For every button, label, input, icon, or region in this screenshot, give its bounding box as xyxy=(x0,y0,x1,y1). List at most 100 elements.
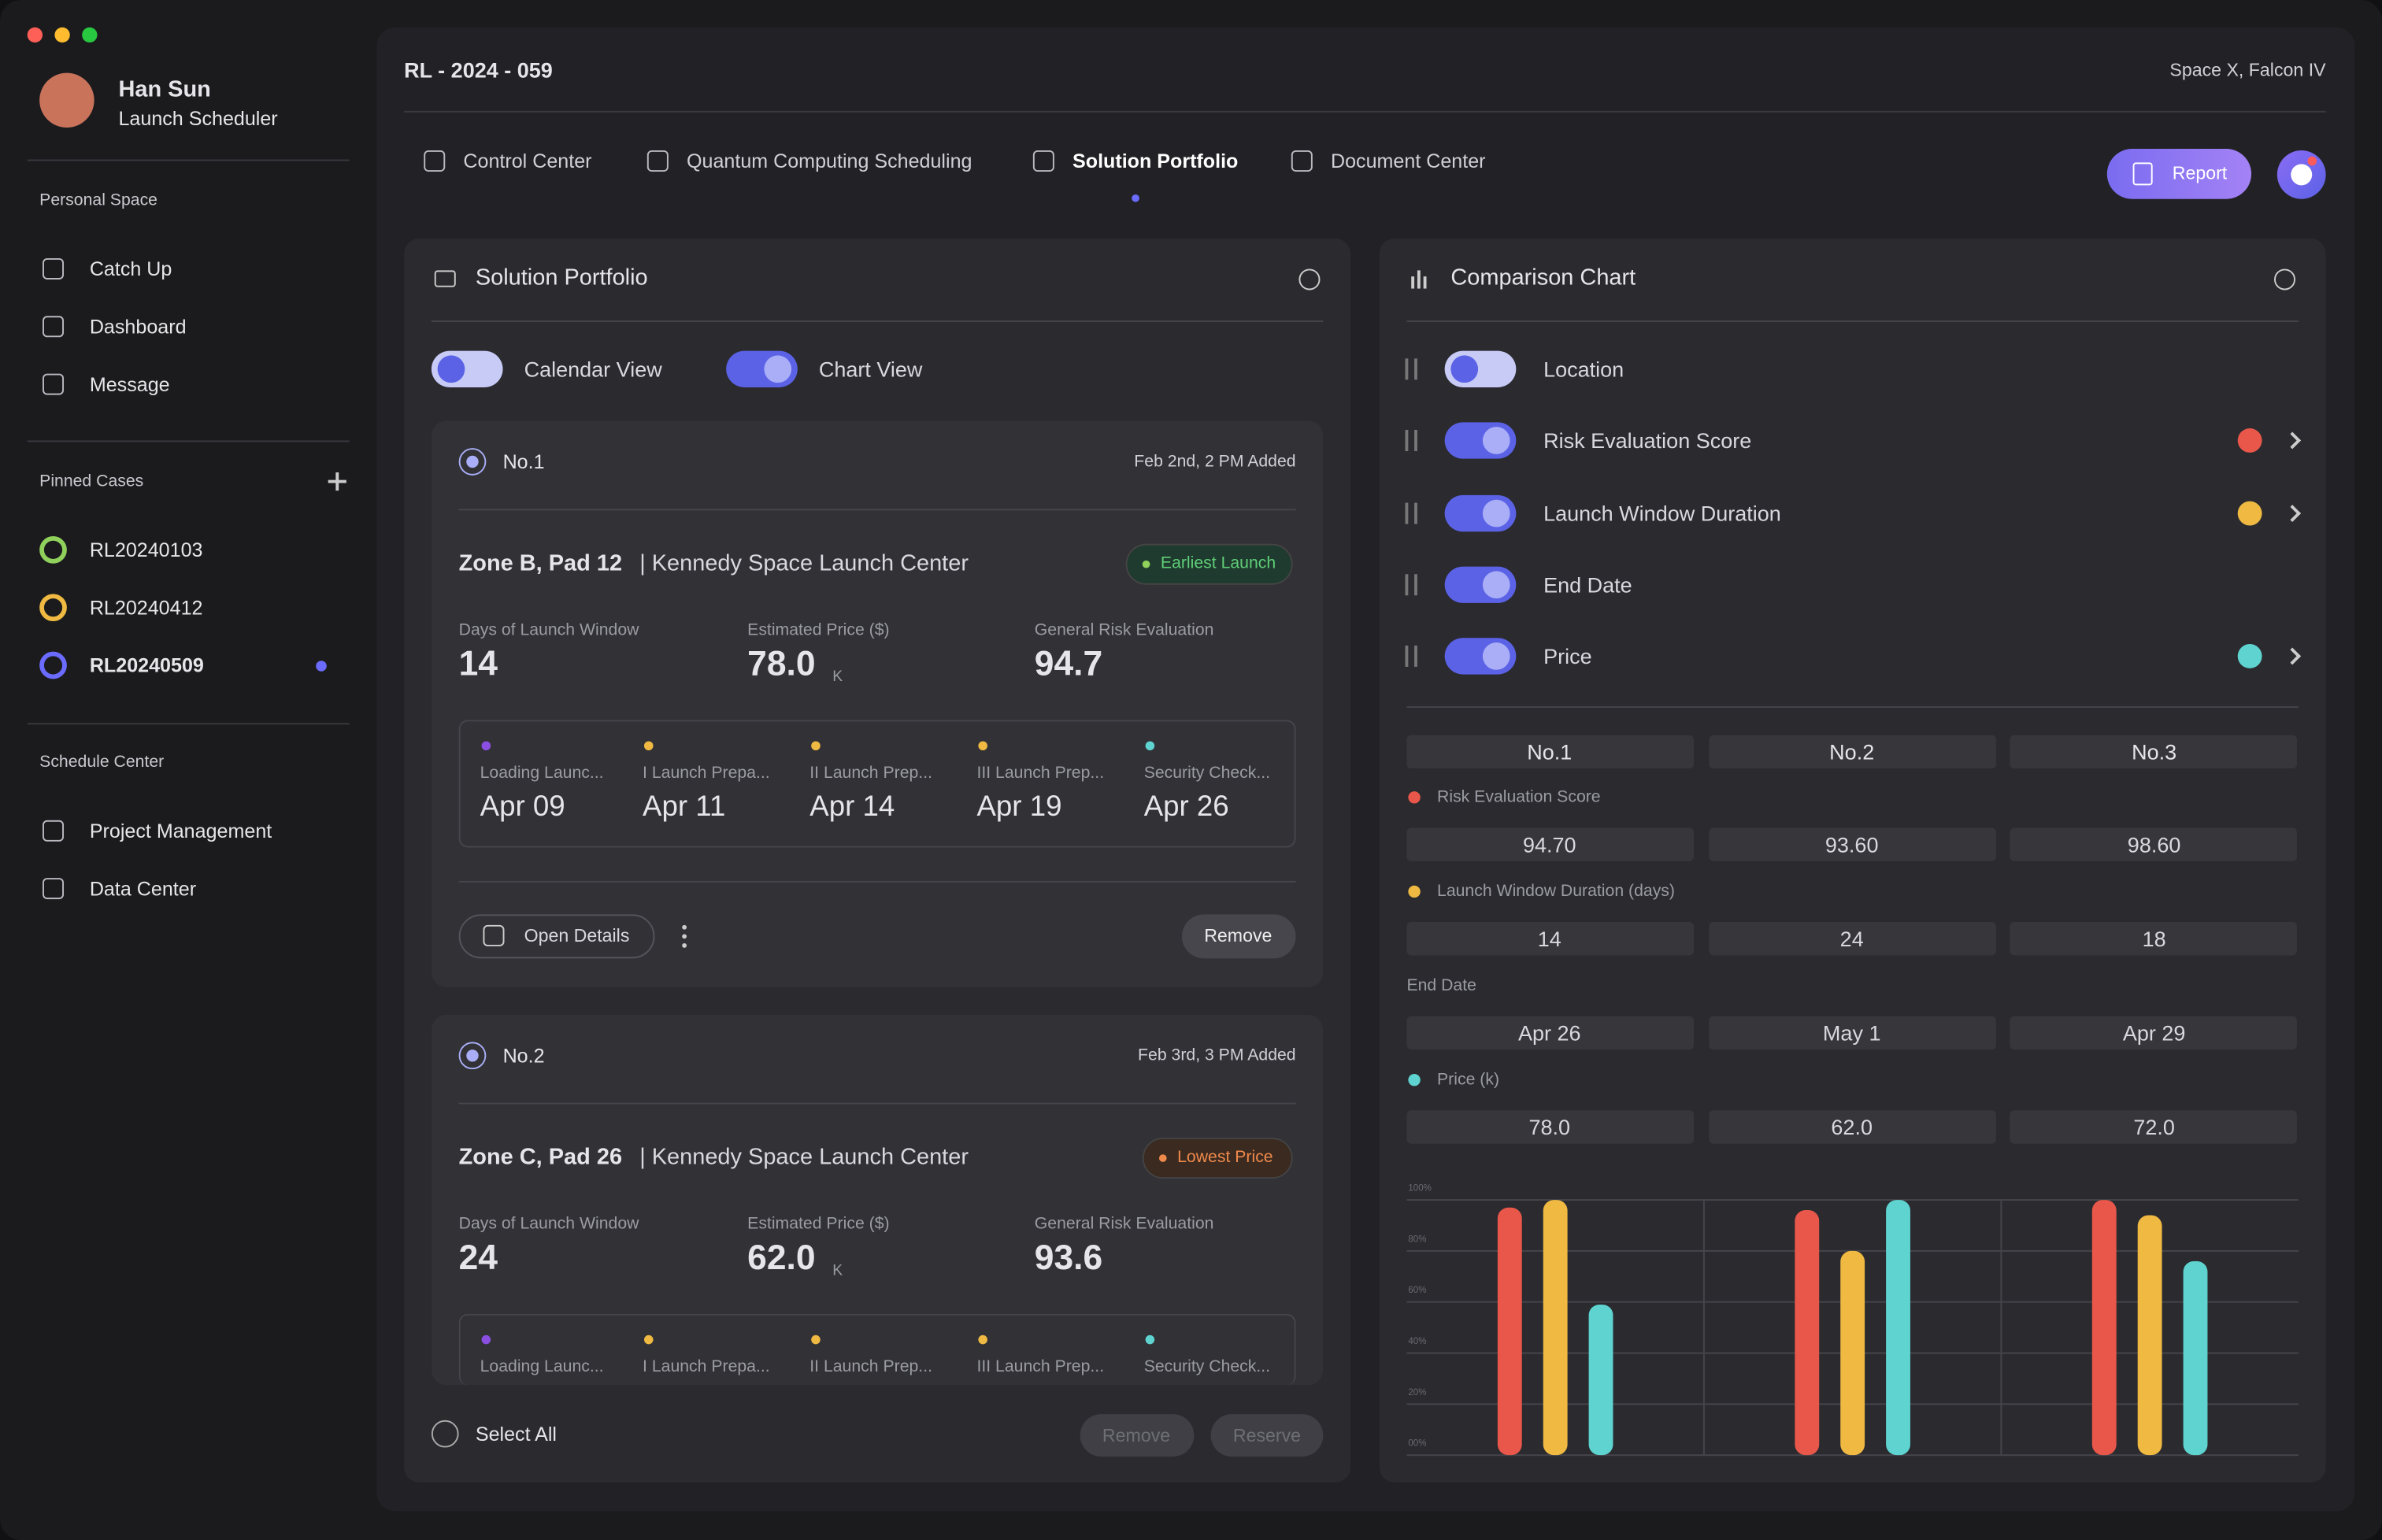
expand-icon xyxy=(483,924,505,946)
case-ring xyxy=(39,594,67,622)
zone: Zone B, Pad 12 xyxy=(458,550,623,577)
divider xyxy=(458,509,1296,511)
value-text: 24 xyxy=(1839,926,1864,951)
open-details-button[interactable] xyxy=(458,914,655,959)
value-cell xyxy=(2010,922,2297,956)
toggle-knob xyxy=(1482,642,1510,670)
radio[interactable] xyxy=(458,1042,487,1070)
avatar xyxy=(39,72,94,128)
notification-dot xyxy=(2307,156,2317,166)
radio[interactable] xyxy=(458,448,487,476)
stat-value: 94.7 xyxy=(1034,643,1103,683)
pinned-case[interactable]: RL20240412 xyxy=(89,596,203,620)
milestone-label: I Launch Prepa... xyxy=(643,764,770,783)
milestone-date: Apr 09 xyxy=(480,791,565,824)
milestone-label: Loading Launc... xyxy=(480,764,604,783)
more-button xyxy=(681,924,687,929)
zone: Zone C, Pad 26 xyxy=(458,1144,623,1171)
milestone-dot xyxy=(978,1335,987,1345)
stat-label: General Risk Evaluation xyxy=(1034,1215,1214,1234)
stat-label: Days of Launch Window xyxy=(458,621,639,640)
milestone-date: Apr 26 xyxy=(1143,791,1229,824)
report-button[interactable] xyxy=(2106,149,2252,199)
value-text: 72.0 xyxy=(2133,1115,2175,1139)
bulk-remove-button[interactable] xyxy=(1080,1414,1195,1457)
icon xyxy=(43,820,65,842)
stat-value: 93.6 xyxy=(1034,1237,1103,1277)
tag xyxy=(1125,543,1293,585)
icon xyxy=(43,878,65,900)
stat-label: General Risk Evaluation xyxy=(1034,621,1214,640)
value-text: 18 xyxy=(2142,926,2166,951)
reserve-label: Reserve xyxy=(1232,1424,1302,1446)
select-all-radio[interactable] xyxy=(431,1420,459,1448)
value-text: 78.0 xyxy=(1528,1115,1571,1139)
tab[interactable]: Quantum Computing Scheduling xyxy=(686,150,972,172)
row-label: Price (k) xyxy=(1437,1071,1500,1090)
milestone-label: II Launch Prep... xyxy=(809,764,932,783)
stat-value: 62.0 xyxy=(747,1237,816,1277)
value-text: 62.0 xyxy=(1831,1115,1873,1139)
tab[interactable]: Control Center xyxy=(463,150,592,172)
launch-center: | Kennedy Space Launch Center xyxy=(639,550,969,577)
bulk-remove-label: Remove xyxy=(1102,1424,1171,1446)
divider xyxy=(27,440,350,442)
divider xyxy=(27,159,350,161)
card-number: No.2 xyxy=(502,1044,545,1068)
icon xyxy=(1291,150,1313,172)
value-cell xyxy=(2010,1110,2297,1144)
row-label: End Date xyxy=(1406,976,1476,995)
drag-handle xyxy=(1405,430,1409,452)
stat-value: 78.0 xyxy=(747,643,816,683)
stat-value: 24 xyxy=(458,1237,498,1277)
milestone-dot xyxy=(643,741,654,751)
nav-item[interactable]: Dashboard xyxy=(89,315,187,339)
pinned-case[interactable]: RL20240103 xyxy=(89,538,203,561)
milestone-dot xyxy=(481,1335,491,1345)
drag-handle xyxy=(1405,502,1409,524)
toggle-knob xyxy=(1482,498,1510,527)
card-number: No.1 xyxy=(502,450,545,473)
pinned-case[interactable]: RL20240509 xyxy=(89,653,204,677)
remove-button[interactable] xyxy=(1181,914,1296,959)
assistant-icon xyxy=(2291,164,2313,186)
tag-dot xyxy=(1141,559,1150,568)
row-dot xyxy=(1408,885,1421,898)
timeline-box xyxy=(458,1313,1296,1386)
value-cell xyxy=(1406,1016,1695,1050)
divider xyxy=(27,723,350,725)
report-icon xyxy=(2132,162,2153,186)
nav-item[interactable]: Message xyxy=(89,372,170,396)
user-name: Han Sun xyxy=(118,76,211,103)
toggle-label: Risk Evaluation Score xyxy=(1543,428,1752,453)
nav-item[interactable]: Catch Up xyxy=(89,257,172,280)
toggle-knob xyxy=(764,355,792,383)
stat-label: Days of Launch Window xyxy=(458,1215,639,1234)
series-color xyxy=(2237,500,2262,525)
milestone-dot xyxy=(643,1335,654,1345)
tab[interactable]: Document Center xyxy=(1330,150,1486,172)
icon xyxy=(1032,150,1054,172)
milestone-dot xyxy=(811,741,821,751)
series-color xyxy=(2237,643,2262,668)
reserve-button[interactable] xyxy=(1210,1414,1324,1457)
view-label: Chart View xyxy=(818,357,923,382)
milestone-date: Apr 11 xyxy=(643,791,726,824)
select-all-label[interactable]: Select All xyxy=(475,1422,558,1446)
row-label: Risk Evaluation Score xyxy=(1437,788,1601,807)
nav-item[interactable]: Data Center xyxy=(89,877,197,901)
value-cell xyxy=(1709,827,1996,861)
milestone-dot xyxy=(1145,1335,1155,1345)
milestone-dot xyxy=(481,741,491,751)
nav-item[interactable]: Project Management xyxy=(89,819,272,842)
add-button[interactable] xyxy=(335,472,339,491)
open-details-label: Open Details xyxy=(524,924,630,946)
value-text: Apr 29 xyxy=(2122,1020,2186,1046)
active-tab-indicator xyxy=(1131,193,1139,202)
tab[interactable]: Solution Portfolio xyxy=(1072,150,1239,172)
panel-title: Solution Portfolio xyxy=(475,265,648,291)
drag-handle xyxy=(1414,645,1417,667)
folder-icon xyxy=(434,270,456,287)
close-button xyxy=(27,27,43,43)
